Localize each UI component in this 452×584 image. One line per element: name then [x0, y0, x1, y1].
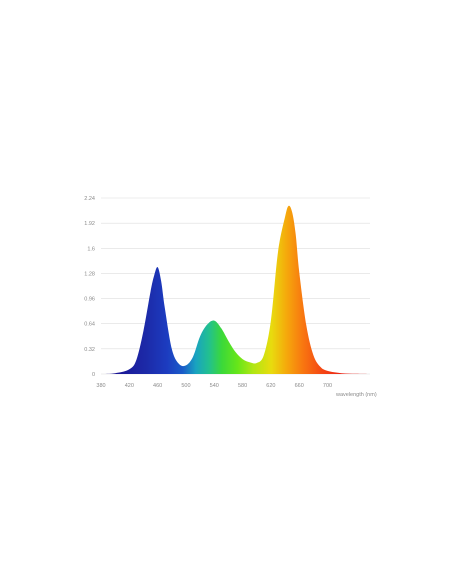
- y-tick-label: 1.92: [84, 221, 95, 227]
- spectrum-area-layer: [101, 205, 370, 374]
- x-axis-ticks: 380 420 460 500 540 580 620 660 700: [96, 383, 332, 389]
- x-tick-label: 660: [295, 383, 304, 389]
- x-tick-label: 380: [96, 383, 105, 389]
- x-tick-label: 700: [323, 383, 332, 389]
- y-axis-ticks: 0 0.32 0.64 0.96 1.28 1.6 1.92 2.24: [84, 196, 95, 378]
- y-tick-label: 0: [92, 372, 95, 378]
- y-tick-label: 0.96: [84, 297, 95, 303]
- x-tick-label: 540: [210, 383, 219, 389]
- x-tick-label: 580: [238, 383, 247, 389]
- spectrum-area: [101, 205, 370, 374]
- x-tick-label: 420: [125, 383, 134, 389]
- y-tick-label: 0.64: [84, 322, 95, 328]
- x-tick-label: 620: [266, 383, 275, 389]
- y-tick-label: 1.28: [84, 271, 95, 277]
- x-axis-title: wavelength (nm): [335, 392, 377, 398]
- y-tick-label: 2.24: [84, 196, 95, 202]
- y-tick-label: 1.6: [87, 246, 95, 252]
- x-tick-label: 460: [153, 383, 162, 389]
- y-tick-label: 0.32: [84, 347, 95, 353]
- x-tick-label: 500: [181, 383, 190, 389]
